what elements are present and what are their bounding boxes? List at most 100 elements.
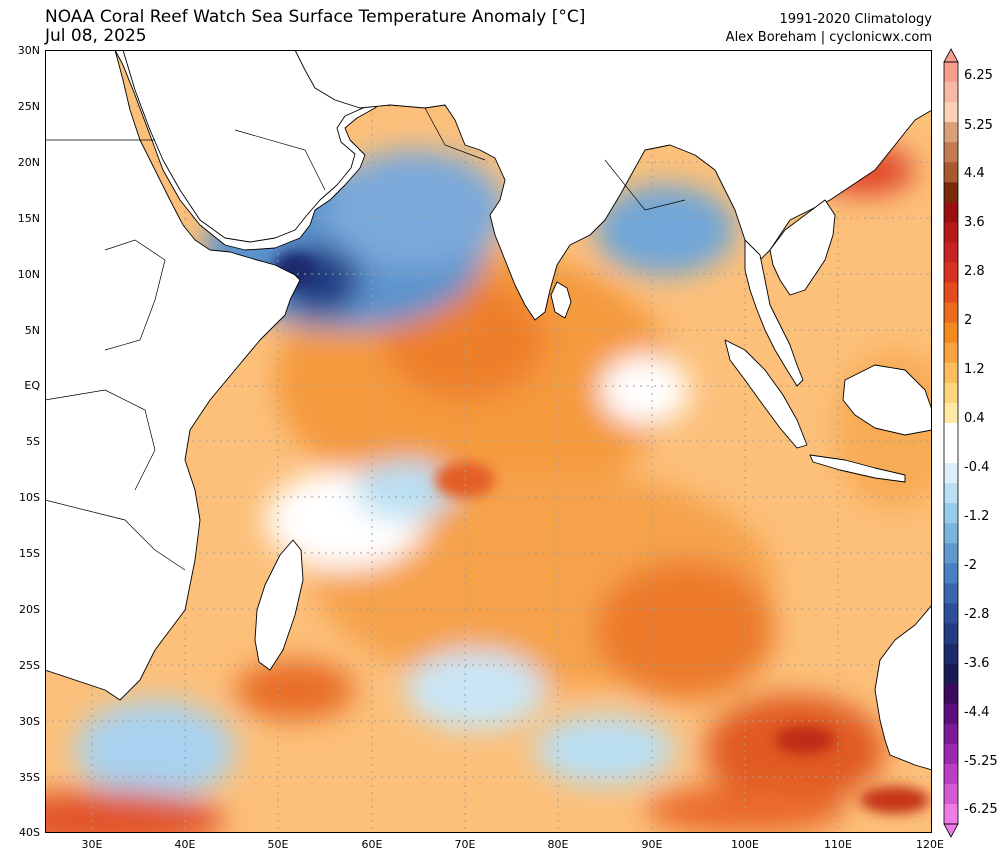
title-date: Jul 08, 2025 [45, 26, 147, 46]
colorbar-swatch [944, 623, 958, 644]
borneo [842, 364, 932, 436]
colorbar-min-arrow [943, 823, 959, 838]
author-label: Alex Boreham | cyclonicwx.com [725, 30, 932, 45]
borders [45, 107, 686, 571]
colorbar-swatch [944, 202, 958, 223]
colorbar-swatch [944, 583, 958, 604]
lon-label-60e: 60E [361, 838, 383, 851]
colorbar-label-neg-1-2: -1.2 [964, 509, 990, 524]
java [809, 454, 906, 483]
sri-lanka [550, 281, 572, 319]
lat-label-5s: 5S [26, 435, 40, 448]
colorbar-frame [943, 61, 959, 825]
colorbar-swatch [944, 723, 958, 745]
australia [874, 604, 932, 771]
lat-label-20s: 20S [19, 603, 40, 616]
lat-label-15s: 15S [19, 547, 40, 560]
colorbar-swatch [944, 222, 958, 243]
colorbar-swatch [944, 262, 958, 283]
colorbar-swatch [944, 523, 958, 544]
colorbar-swatch [944, 643, 958, 664]
lat-label-20n: 20N [17, 156, 40, 169]
colorbar-label-neg-5-25: -5.25 [964, 754, 998, 769]
lon-label-50e: 50E [267, 838, 289, 851]
lat-label-10n: 10N [17, 268, 40, 281]
colorbar-label-neg-2: -2 [964, 558, 977, 573]
lon-label-40e: 40E [174, 838, 196, 851]
colorbar-swatch [944, 162, 958, 183]
lat-label-10s: 10S [19, 491, 40, 504]
lat-label-30s: 30S [19, 715, 40, 728]
lat-label-30n: 30N [17, 44, 40, 57]
map-title: NOAA Coral Reef Watch Sea Surface Temper… [45, 8, 585, 46]
colorbar-label-neg-3-6: -3.6 [964, 656, 990, 671]
colorbar-swatch [944, 463, 958, 484]
colorbar-max-arrow [943, 48, 959, 63]
africa-arabia-land [45, 50, 411, 701]
title-line-1: NOAA Coral Reef Watch Sea Surface Temper… [45, 7, 586, 27]
colorbar-swatch [944, 443, 958, 464]
lon-label-100e: 100E [731, 838, 759, 851]
colorbar-label-neg-0-4: -0.4 [964, 460, 990, 475]
colorbar-label-6-25: 6.25 [964, 68, 993, 83]
colorbar-swatch [944, 563, 958, 584]
lon-label-110e: 110E [824, 838, 852, 851]
lon-label-70e: 70E [454, 838, 476, 851]
lon-label-30e: 30E [81, 838, 103, 851]
colorbar [943, 48, 959, 838]
sumatra [724, 339, 808, 449]
lat-label-eq: EQ [24, 379, 40, 392]
colorbar-label-5-25: 5.25 [964, 118, 993, 133]
colorbar-swatch [944, 242, 958, 263]
colorbar-swatch [944, 703, 958, 725]
lon-label-80e: 80E [547, 838, 569, 851]
colorbar-swatch [944, 102, 958, 123]
colorbar-swatch [944, 783, 958, 805]
lat-label-40s: 40S [19, 826, 40, 839]
indochina-land [744, 199, 836, 387]
colorbar-label-neg-6-25: -6.25 [964, 802, 998, 817]
land-masses [45, 50, 932, 771]
lat-label-25n: 25N [17, 100, 40, 113]
colorbar-swatch [944, 82, 958, 103]
colorbar-swatch [944, 282, 958, 303]
colorbar-swatch [944, 382, 958, 404]
colorbar-swatch [944, 683, 958, 704]
madagascar [254, 539, 304, 671]
lon-label-120e: 120E [916, 838, 944, 851]
lon-label-90e: 90E [641, 838, 663, 851]
colorbar-swatch [944, 663, 958, 684]
colorbar-swatch [944, 182, 958, 203]
colorbar-swatch [944, 362, 958, 384]
colorbar-swatch [944, 142, 958, 163]
colorbar-label-2-8: 2.8 [964, 264, 985, 279]
sst-anomaly-map [45, 50, 932, 833]
colorbar-swatch [944, 322, 958, 344]
colorbar-swatch [944, 503, 958, 524]
colorbar-swatch [944, 743, 958, 765]
colorbar-swatch [944, 402, 958, 424]
lat-label-15n: 15N [17, 212, 40, 225]
lat-label-35s: 35S [19, 771, 40, 784]
colorbar-swatch [944, 803, 958, 825]
colorbar-swatch [944, 543, 958, 564]
colorbar-label-2: 2 [964, 313, 973, 328]
credit-block: 1991-2020 Climatology Alex Boreham | cyc… [726, 11, 932, 47]
lat-label-25s: 25S [19, 659, 40, 672]
colorbar-swatch [944, 122, 958, 143]
colorbar-swatch [944, 62, 958, 83]
colorbar-swatch [944, 763, 958, 785]
colorbar-swatch [944, 603, 958, 624]
colorbar-swatch [944, 422, 958, 444]
colorbar-swatch [944, 342, 958, 364]
colorbar-label-1-2: 1.2 [964, 362, 985, 377]
colorbar-swatch [944, 483, 958, 504]
colorbar-label-3-6: 3.6 [964, 215, 985, 230]
colorbar-swatch [944, 302, 958, 323]
climatology-label: 1991-2020 Climatology [779, 12, 932, 27]
colorbar-label-4-4: 4.4 [964, 166, 985, 181]
lat-label-5n: 5N [24, 324, 40, 337]
colorbar-label-neg-2-8: -2.8 [964, 607, 990, 622]
colorbar-label-0-4: 0.4 [964, 411, 985, 426]
colorbar-label-neg-4-4: -4.4 [964, 705, 990, 720]
